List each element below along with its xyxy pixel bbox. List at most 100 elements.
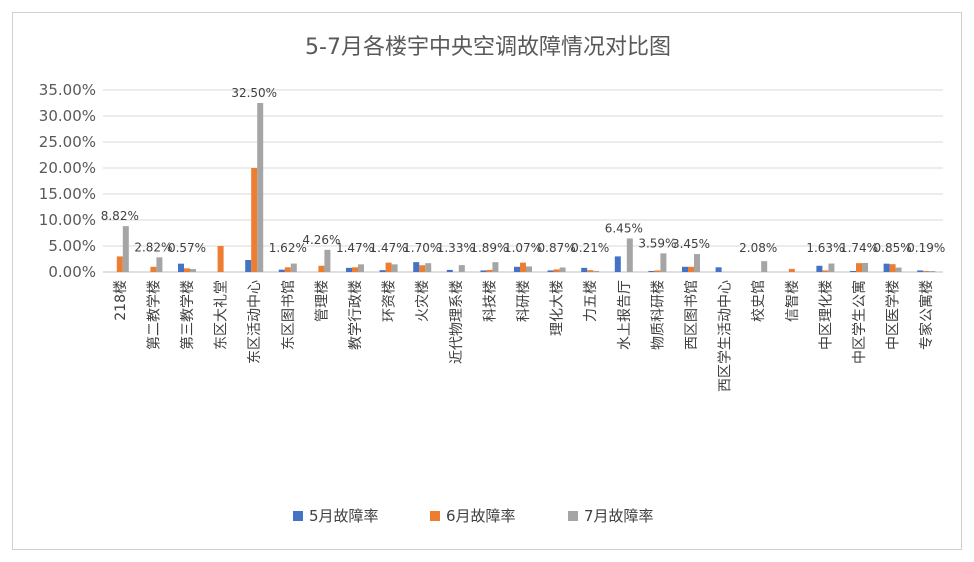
data-label: 1.33% [437, 241, 475, 255]
bar-7m [257, 103, 264, 272]
x-tick-label: 管理楼 [314, 280, 330, 322]
x-tick-label: 西区学生活动中心 [718, 280, 734, 392]
bar-5m [883, 263, 890, 272]
y-tick-label: 10.00% [39, 211, 96, 229]
x-tick-label: 理化大楼 [550, 280, 566, 336]
bar-5m [850, 270, 856, 272]
x-tick-label: 西区图书馆 [684, 280, 700, 350]
bar-6m [856, 263, 862, 272]
data-label: 0.85% [874, 241, 912, 255]
bar-7m [122, 226, 129, 272]
x-tick-label: 科研楼 [516, 280, 532, 322]
bar-5m [178, 263, 184, 272]
bar-6m [184, 268, 190, 272]
bar-5m [346, 267, 352, 272]
bar-7m [660, 253, 667, 272]
x-tick-label: 218楼 [113, 280, 129, 321]
legend: 5月故障率 6月故障率 7月故障率 [293, 507, 654, 525]
bar-6m [318, 265, 325, 272]
data-label: 1.47% [336, 241, 374, 255]
x-tick-label: 专家公寓楼 [918, 280, 935, 350]
data-labels: 8.82%2.82%0.57%32.50%1.62%4.26%1.47%1.47… [101, 86, 946, 255]
bar-6m [486, 269, 493, 272]
bar-7m [526, 266, 532, 272]
y-tick-label: 20.00% [39, 159, 96, 177]
bar-7m [694, 254, 700, 272]
data-label: 0.57% [168, 241, 206, 255]
bar-7m [324, 249, 331, 272]
legend-label: 6月故障率 [446, 507, 516, 525]
bar-7m [290, 263, 297, 272]
x-tick-label: 环资楼 [382, 280, 398, 322]
bar-5m [245, 260, 252, 272]
bar-6m [385, 262, 392, 272]
chart-frame: 5-7月各楼宇中央空调故障情况对比图 0.00% 5.00% 10.00% 15.00… [12, 12, 962, 550]
x-tick-label: 科技楼 [482, 280, 498, 322]
data-label: 3.45% [672, 237, 710, 251]
x-tick-label: 第二教学楼 [145, 280, 162, 350]
y-tick-label: 15.00% [39, 185, 96, 203]
bar-7m [156, 257, 163, 272]
y-tick-label: 25.00% [39, 133, 96, 151]
bar-7m [626, 238, 633, 272]
data-label: 1.74% [840, 241, 878, 255]
bar-5m [648, 270, 655, 272]
bar-6m [654, 270, 661, 272]
bar-7m [761, 261, 768, 272]
data-label: 32.50% [231, 86, 277, 100]
bar-7m [593, 270, 600, 272]
y-axis-ticks: 0.00% 5.00% 10.00% 15.00% 20.00% 25.00% 30.00%… [39, 81, 96, 281]
data-label: 6.45% [605, 221, 643, 235]
data-label: 1.70% [403, 241, 441, 255]
legend-swatch [293, 511, 303, 521]
bar-7m [828, 263, 835, 272]
y-tick-label: 30.00% [39, 107, 96, 125]
bar-6m [251, 168, 258, 272]
bar-6m [150, 266, 157, 272]
bar-5m [816, 265, 823, 272]
x-tick-label: 教学行政楼 [348, 280, 364, 350]
data-label: 1.62% [269, 241, 307, 255]
bar-6m [822, 270, 829, 272]
bar-7m [425, 263, 432, 272]
bar-6m [688, 266, 694, 272]
y-tick-label: 35.00% [39, 81, 96, 99]
data-label: 4.26% [302, 233, 340, 247]
bar-6m [587, 270, 594, 272]
bar-7m [358, 264, 364, 272]
x-tick-label: 中区学生公寓 [851, 280, 868, 364]
x-tick-label: 东区活动中心 [247, 280, 263, 364]
bar-5m [547, 270, 554, 272]
legend-swatch [568, 511, 578, 521]
bar-7m [929, 271, 936, 272]
x-tick-label: 中区理化楼 [818, 280, 834, 350]
data-label: 1.63% [806, 241, 844, 255]
bar-6m [419, 265, 426, 272]
bar-5m [682, 266, 688, 272]
bar-5m [446, 269, 453, 272]
bar-6m [923, 270, 930, 272]
x-tick-label: 第三教学楼 [179, 280, 196, 350]
bar-7m [862, 262, 868, 272]
chart-svg: 5-7月各楼宇中央空调故障情况对比图 0.00% 5.00% 10.00% 15.00… [39, 35, 946, 525]
data-label: 2.82% [134, 240, 172, 254]
y-tick-label: 5.00% [48, 237, 96, 255]
legend-label: 7月故障率 [584, 507, 654, 525]
bar-6m [116, 256, 123, 272]
bar-7m [559, 267, 566, 272]
bar-5m [917, 270, 924, 272]
bar-5m [480, 270, 487, 272]
bar-7m [458, 265, 465, 272]
x-tick-label: 物质科研楼 [650, 280, 666, 350]
data-label: 1.07% [504, 241, 542, 255]
bar-7m [391, 264, 398, 272]
bar-7m [190, 269, 196, 272]
bar-5m [614, 256, 621, 272]
data-label: 0.19% [907, 241, 945, 255]
bar-6m [217, 246, 224, 272]
bar-5m [715, 267, 722, 272]
bar-6m [520, 262, 526, 272]
x-tick-label: 近代物理系楼 [449, 280, 465, 364]
data-label: 8.82% [101, 209, 139, 223]
data-label: 0.21% [571, 241, 609, 255]
